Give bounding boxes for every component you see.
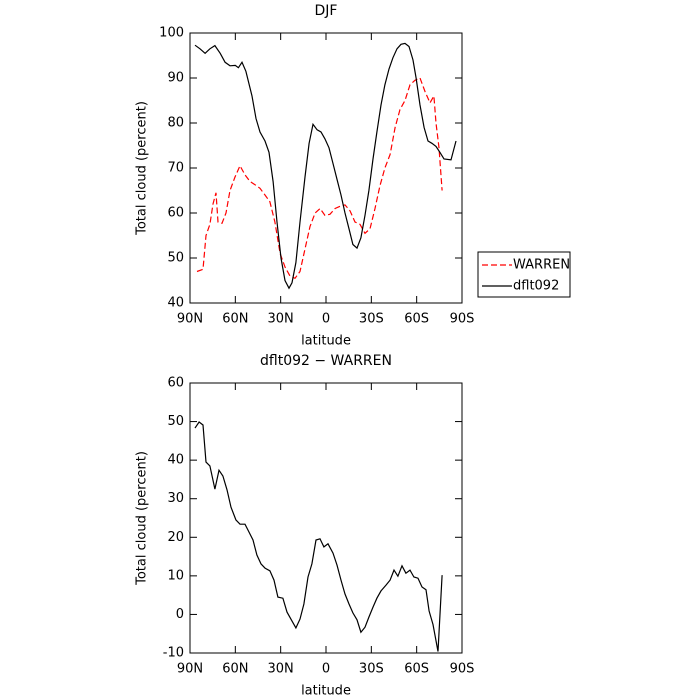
x-tick-label: 30N: [268, 312, 294, 327]
chart-title: DJF: [315, 3, 338, 19]
x-axis-label: latitude: [301, 684, 351, 699]
chart-title: dflt092 − WARREN: [260, 353, 392, 369]
series-line: [196, 77, 443, 280]
y-tick-label: 80: [167, 116, 184, 131]
x-tick-label: 0: [322, 662, 330, 677]
y-tick-label: 0: [176, 607, 184, 622]
y-tick-label: 100: [159, 26, 184, 41]
y-tick-label: 40: [167, 453, 184, 468]
y-tick-label: 20: [167, 530, 184, 545]
series-line: [194, 42, 457, 290]
y-tick-label: 50: [167, 251, 184, 266]
y-tick-label: 90: [167, 71, 184, 86]
y-tick-label: 60: [167, 376, 184, 391]
legend-label: dflt092: [513, 279, 559, 294]
y-tick-label: 30: [167, 491, 184, 506]
y-tick-label: 70: [167, 161, 184, 176]
x-tick-label: 90S: [450, 312, 475, 327]
x-axis-label: latitude: [301, 334, 351, 349]
y-tick-label: 40: [167, 296, 184, 311]
plot-frame: [189, 32, 463, 304]
legend-label: WARREN: [513, 258, 570, 273]
y-tick-label: 10: [167, 568, 184, 583]
x-tick-label: 30S: [359, 662, 384, 677]
x-tick-label: 90S: [450, 662, 475, 677]
y-tick-label: 50: [167, 414, 184, 429]
x-tick-label: 0: [322, 312, 330, 327]
y-tick-label: 60: [167, 206, 184, 221]
x-tick-label: 90N: [177, 662, 203, 677]
x-tick-label: 60S: [404, 312, 429, 327]
x-tick-label: 60N: [222, 662, 248, 677]
series-line: [194, 421, 443, 652]
y-axis-label: Total cloud (percent): [135, 451, 150, 586]
x-tick-label: 60N: [222, 312, 248, 327]
legend-box: [477, 251, 571, 298]
x-tick-label: 60S: [404, 662, 429, 677]
y-axis-label: Total cloud (percent): [135, 101, 150, 236]
x-tick-label: 30N: [268, 662, 294, 677]
y-tick-label: -10: [163, 646, 184, 661]
x-tick-label: 30S: [359, 312, 384, 327]
plot-frame: [189, 382, 463, 654]
x-tick-label: 90N: [177, 312, 203, 327]
